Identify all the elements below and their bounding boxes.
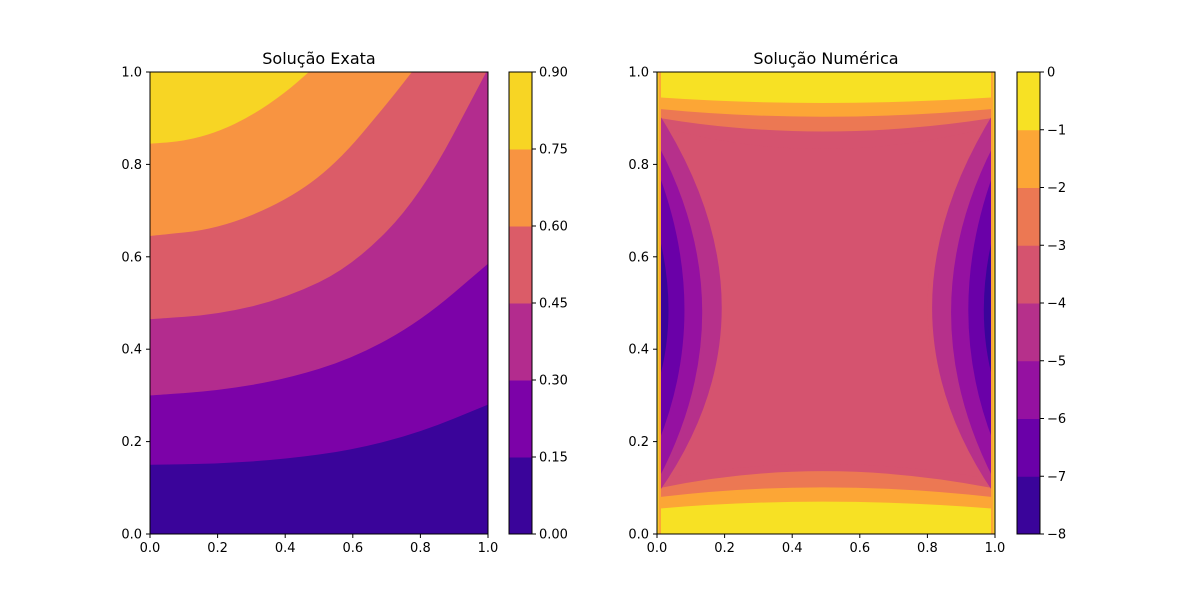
exact-solution-panel: Solução Exata 0.0 0.2 0.4 0.6 0.8 1.00.00.20.…: [121, 49, 568, 556]
y-tick-label: 1.0: [628, 66, 649, 81]
contour-band: [657, 72, 661, 534]
colorbar-band: [509, 457, 532, 535]
colorbar-tick-label: −1: [1047, 123, 1066, 138]
colorbar-band: [509, 72, 532, 150]
contour-fills: [150, 72, 488, 534]
colorbar-band: [1017, 360, 1040, 419]
colorbar-band: [1017, 476, 1040, 535]
colorbar-band: [1017, 418, 1040, 477]
colorbar-band: [509, 303, 532, 381]
colorbar-band: [1017, 72, 1040, 131]
contour-fills: [657, 72, 995, 534]
colorbar-tick-label: 0: [1047, 66, 1055, 81]
y-tick-label: 0.8: [121, 158, 142, 173]
x-tick-label: 0.6: [342, 541, 363, 556]
y-tick-label: 0.6: [628, 250, 649, 265]
colorbar-band: [1017, 303, 1040, 362]
colorbar-tick-label: −3: [1047, 239, 1066, 254]
y-tick-label: 0.2: [121, 435, 142, 450]
contour-band: [991, 72, 995, 534]
contour-band: [150, 72, 309, 144]
axes-frame: [149, 71, 489, 535]
y-tick-label: 0.8: [628, 158, 649, 173]
numeric-axes: 0.0 0.2 0.4 0.6 0.8 1.0 0.0 0.2 0.4 0.6 0.8 1.0: [628, 66, 1005, 557]
exact-axes: 0.0 0.2 0.4 0.6 0.8 1.0 0.0 0.2 0.4 0.6 0.8 1.0: [121, 66, 498, 557]
colorbar-tick-label: −7: [1047, 470, 1066, 485]
colorbar-tick-label: 0.00: [539, 528, 568, 543]
x-tick-label: 0.4: [275, 541, 296, 556]
colorbar-tick-label: 0.60: [539, 220, 568, 235]
x-tick-label: 0.8: [917, 541, 938, 556]
colorbar-tick-label: 0.90: [539, 66, 568, 81]
y-tick-label: 1.0: [121, 66, 142, 81]
y-tick-label: 0.4: [121, 343, 142, 358]
numeric-solution-panel: Solução Numérica 0.0 0.2 0.4 0.6 0.8 1.00.00.…: [628, 49, 1066, 556]
colorbar-band: [509, 380, 532, 458]
axes-frame: [656, 71, 996, 535]
numeric-plot-area: [657, 72, 995, 534]
exact-colorbar: 0.00 0.15 0.30 0.45 0.60 0.75 0.90: [508, 66, 568, 543]
y-tick-label: 0.6: [121, 250, 142, 265]
contour-band: [993, 72, 995, 534]
contour-band: [658, 233, 669, 382]
x-tick-label: 0.6: [849, 541, 870, 556]
x-tick-label: 0.2: [714, 541, 735, 556]
colorbar-band: [509, 226, 532, 304]
contour-band: [968, 173, 994, 442]
colorbar-tick-label: 0.15: [539, 451, 568, 466]
x-tick-label: 0.2: [207, 541, 228, 556]
y-tick-label: 0.0: [628, 528, 649, 543]
x-tick-label: 0.8: [410, 541, 431, 556]
colorbar-tick-label: 0.45: [539, 297, 568, 312]
contour-band: [657, 72, 659, 534]
x-tick-label: 1.0: [985, 541, 1006, 556]
colorbar-tick-label: 0.75: [539, 143, 568, 158]
colorbar-tick-label: −2: [1047, 181, 1066, 196]
colorbar-band: [509, 149, 532, 227]
colorbar-tick-label: 0.30: [539, 374, 568, 389]
colorbar-tick-label: −4: [1047, 297, 1066, 312]
y-tick-label: 0.0: [121, 528, 142, 543]
x-tick-label: 0.0: [140, 541, 161, 556]
y-tick-label: 0.4: [628, 343, 649, 358]
exact-title: Solução Exata: [262, 49, 375, 68]
x-tick-label: 0.4: [782, 541, 803, 556]
colorbar-tick-label: −6: [1047, 412, 1066, 427]
exact-plot-area: [150, 72, 488, 534]
x-tick-label: 0.0: [647, 541, 668, 556]
colorbar-band: [1017, 187, 1040, 246]
contour-band: [663, 127, 989, 479]
contour-band: [983, 233, 994, 382]
x-tick-label: 1.0: [478, 541, 499, 556]
y-tick-label: 0.2: [628, 435, 649, 450]
numeric-colorbar: −8 −7 −6 −5 −4 −3 −2 −1 0: [1016, 66, 1066, 543]
colorbar-band: [1017, 245, 1040, 304]
contour-band: [658, 173, 685, 442]
numeric-title: Solução Numérica: [753, 49, 898, 68]
colorbar-tick-label: −8: [1047, 528, 1066, 543]
colorbar-band: [1017, 129, 1040, 188]
colorbar-tick-label: −5: [1047, 354, 1066, 369]
